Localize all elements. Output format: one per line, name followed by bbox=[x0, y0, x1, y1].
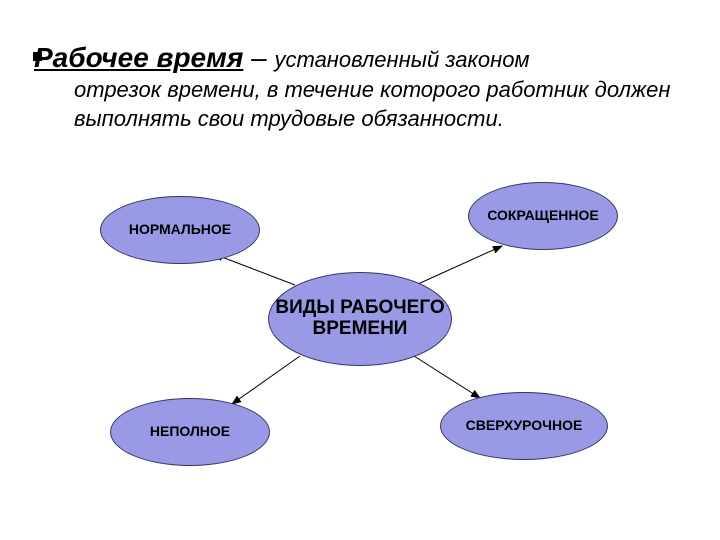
leaf-node-overtime: СВЕРХУРОЧНОЕ bbox=[440, 392, 608, 460]
leaf-node-partial: НЕПОЛНОЕ bbox=[110, 398, 270, 466]
slide: Рабочее время – установленный законом от… bbox=[0, 0, 720, 540]
arrow-overtime bbox=[414, 356, 480, 398]
heading-dash: – bbox=[243, 42, 274, 73]
heading-def-rest: отрезок времени, в течение которого рабо… bbox=[74, 76, 674, 133]
leaf-node-normal: НОРМАЛЬНОЕ bbox=[100, 196, 260, 264]
arrow-normal bbox=[214, 254, 295, 285]
center-node: ВИДЫ РАБОЧЕГО ВРЕМЕНИ bbox=[268, 272, 452, 366]
heading-term: Рабочее время bbox=[34, 42, 243, 73]
heading-block: Рабочее время – установленный законом от… bbox=[34, 40, 674, 134]
heading-def-line1: установленный законом bbox=[274, 47, 529, 72]
arrow-reduced bbox=[418, 246, 502, 284]
arrow-partial bbox=[232, 356, 300, 404]
leaf-node-reduced: СОКРАЩЕННОЕ bbox=[468, 182, 618, 250]
bullet-icon bbox=[33, 52, 42, 61]
